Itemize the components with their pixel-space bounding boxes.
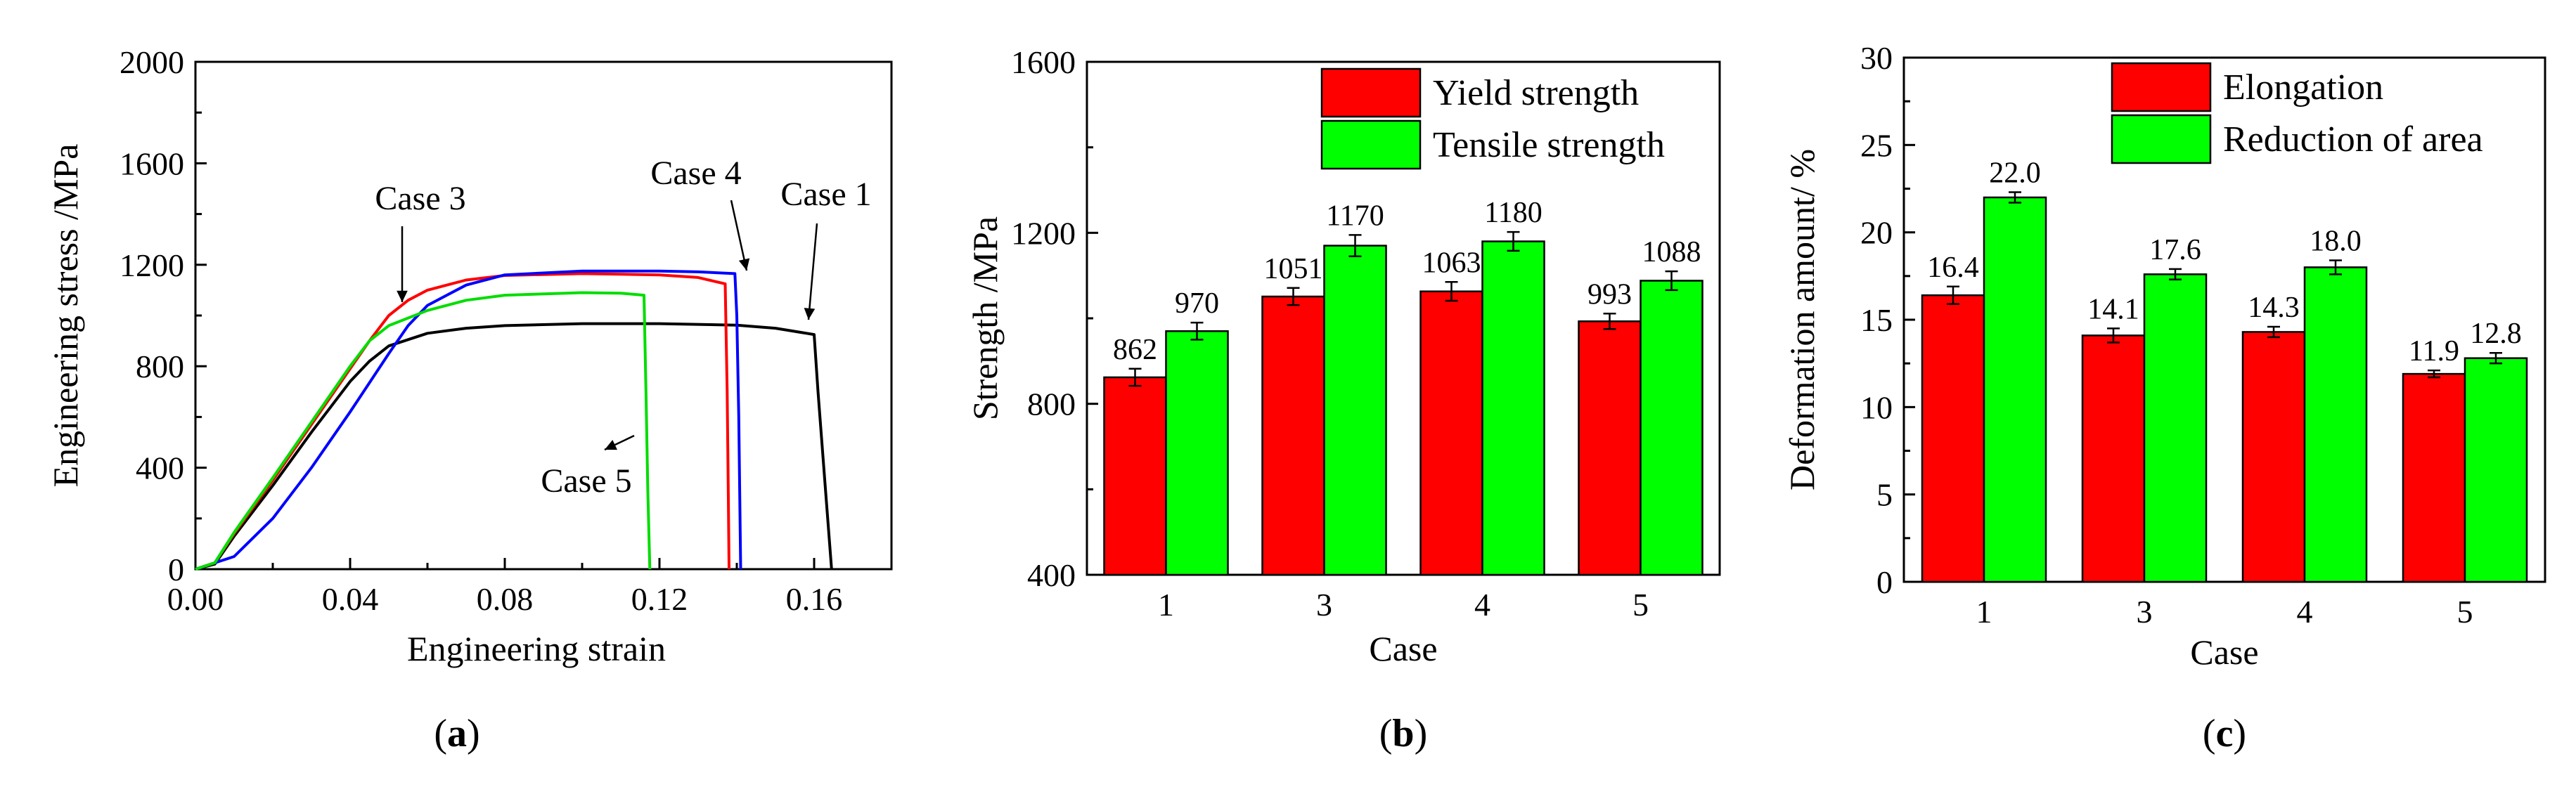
- y-tick-label-c: 15: [1860, 302, 1893, 338]
- legend-label-tensile-strength: Tensile strength: [1433, 125, 1665, 165]
- bar-yield-strength-case-1: [1103, 376, 1167, 576]
- data-label: 970: [1175, 287, 1219, 320]
- data-label: 1088: [1642, 236, 1701, 268]
- data-label: 1051: [1264, 253, 1323, 285]
- legend-swatch-reduction-of-area: [2111, 114, 2212, 164]
- x-axis-label-a: Engineering strain: [407, 629, 666, 668]
- bar-tensile-strength-case-3: [1323, 245, 1387, 576]
- panel-label-letter-b: b: [1392, 712, 1414, 755]
- data-label: 11.9: [2409, 335, 2459, 368]
- y-tick-label-a: 400: [136, 450, 184, 486]
- data-label: 22.0: [1989, 157, 2041, 189]
- panel-label-b: (b): [1379, 712, 1427, 755]
- annotation-arrow-head: [605, 439, 617, 450]
- y-tick-label-c: 30: [1860, 40, 1893, 76]
- y-tick-label-c: 10: [1860, 389, 1893, 425]
- annotation-case-4: Case 4: [650, 155, 741, 192]
- annotation-arrow-head: [804, 308, 816, 320]
- y-axis-label-a: Engineering stress /MPa: [46, 144, 85, 488]
- x-tick-label-a: 0.12: [631, 581, 688, 617]
- bar-yield-strength-case-4: [1419, 290, 1483, 576]
- annotation-arrow-head: [397, 290, 408, 302]
- data-label: 1063: [1422, 247, 1481, 279]
- x-tick-label-b: 1: [1158, 587, 1174, 623]
- data-label: 18.0: [2310, 225, 2362, 257]
- y-tick-label-c: 25: [1860, 127, 1893, 163]
- x-tick-label-a: 0.04: [322, 581, 379, 617]
- panel-label-letter-a: a: [447, 712, 467, 755]
- x-tick-label-c: 5: [2457, 594, 2473, 630]
- x-tick-label-a: 0.16: [786, 581, 843, 617]
- legend-label-yield-strength: Yield strength: [1433, 73, 1639, 113]
- bar-elongation-case-1: [1921, 294, 1985, 583]
- data-label: 1170: [1326, 200, 1384, 232]
- bar-tensile-strength-case-1: [1165, 330, 1229, 576]
- series-line-case-4: [195, 269, 742, 571]
- x-axis-label-b: Case: [1369, 629, 1437, 668]
- bar-elongation-case-4: [2241, 331, 2306, 583]
- panel-label-c: (c): [2203, 712, 2246, 755]
- y-tick-label-c: 5: [1876, 477, 1893, 513]
- series-line-case-1: [195, 322, 833, 571]
- x-tick-label-c: 3: [2137, 594, 2153, 630]
- bar-reduction-of-area-case-5: [2464, 357, 2528, 583]
- data-label: 862: [1113, 334, 1157, 366]
- data-label: 12.8: [2470, 318, 2522, 350]
- annotation-arrow-head: [738, 258, 750, 271]
- bar-tensile-strength-case-4: [1481, 240, 1545, 576]
- x-tick-label-c: 1: [1976, 594, 1992, 630]
- data-label: 16.4: [1927, 252, 1979, 284]
- x-tick-label-b: 5: [1632, 587, 1649, 623]
- data-label: 17.6: [2149, 234, 2201, 266]
- data-label: 14.1: [2087, 293, 2139, 325]
- x-axis-label-c: Case: [2190, 632, 2258, 672]
- bar-elongation-case-5: [2402, 372, 2466, 583]
- y-tick-label-c: 20: [1860, 215, 1893, 251]
- y-tick-label-c: 0: [1876, 564, 1893, 600]
- annotation-case-5: Case 5: [541, 462, 631, 500]
- series-line-case-5: [195, 291, 652, 571]
- annotation-case-3: Case 3: [375, 180, 465, 217]
- legend-swatch-yield-strength: [1320, 67, 1422, 118]
- y-tick-label-a: 0: [168, 552, 184, 587]
- panel-label-letter-c: c: [2216, 712, 2234, 755]
- annotation-case-1: Case 1: [780, 176, 871, 213]
- bar-reduction-of-area-case-3: [2143, 273, 2208, 583]
- x-tick-label-c: 4: [2297, 594, 2313, 630]
- y-tick-label-a: 1200: [120, 247, 184, 283]
- y-tick-label-b: 1600: [1011, 44, 1076, 80]
- y-tick-label-a: 2000: [120, 44, 184, 80]
- y-tick-label-b: 800: [1027, 386, 1076, 422]
- data-label: 14.3: [2248, 292, 2300, 324]
- x-tick-label-a: 0.08: [477, 581, 534, 617]
- bar-yield-strength-case-5: [1578, 320, 1642, 576]
- legend-swatch-tensile-strength: [1320, 119, 1422, 170]
- bar-tensile-strength-case-5: [1640, 280, 1704, 576]
- bar-elongation-case-3: [2081, 334, 2146, 583]
- data-label: 1180: [1484, 197, 1542, 229]
- y-tick-label-a: 800: [136, 349, 184, 384]
- y-axis-label-b: Strength /MPa: [965, 216, 1005, 420]
- y-tick-label-a: 1600: [120, 145, 184, 181]
- legend-label-elongation: Elongation: [2223, 67, 2383, 108]
- annotation-arrow-line: [807, 223, 818, 320]
- x-tick-label-b: 3: [1316, 587, 1332, 623]
- bar-reduction-of-area-case-4: [2303, 266, 2368, 583]
- series-line-case-3: [195, 272, 730, 571]
- annotation-arrow-line: [730, 200, 748, 271]
- bar-reduction-of-area-case-1: [1983, 196, 2047, 583]
- x-tick-label-a: 0.00: [167, 581, 224, 617]
- y-axis-label-c: Deformation amount/ %: [1782, 149, 1822, 490]
- y-tick-label-b: 400: [1027, 557, 1076, 593]
- legend-swatch-elongation: [2111, 62, 2212, 112]
- bar-yield-strength-case-3: [1261, 295, 1325, 576]
- panel-label-a: (a): [434, 712, 479, 755]
- y-tick-label-b: 1200: [1011, 215, 1076, 251]
- x-tick-label-b: 4: [1474, 587, 1490, 623]
- data-label: 993: [1588, 278, 1632, 311]
- legend-label-reduction-of-area: Reduction of area: [2223, 119, 2483, 160]
